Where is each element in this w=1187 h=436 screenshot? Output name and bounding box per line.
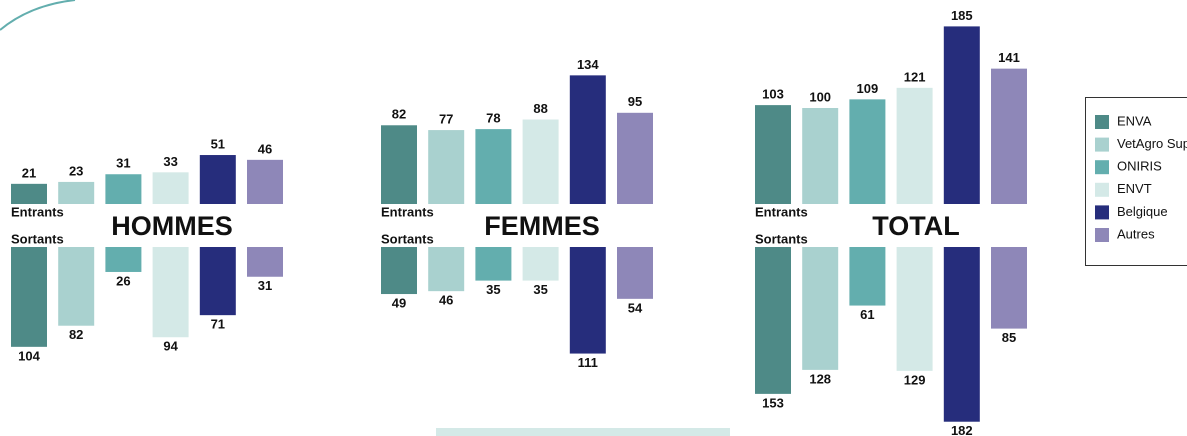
decor-bar <box>436 428 730 436</box>
value-label: 78 <box>486 111 500 126</box>
value-label: 54 <box>628 300 643 315</box>
legend-label: VetAgro Sup <box>1117 136 1187 151</box>
legend-label: Autres <box>1117 226 1155 241</box>
value-label: 129 <box>904 372 926 387</box>
bar <box>475 247 512 281</box>
legend-label: ENVA <box>1117 113 1152 128</box>
value-label: 61 <box>860 307 874 322</box>
bar <box>991 68 1027 204</box>
bar <box>849 247 886 306</box>
value-label: 121 <box>904 69 926 84</box>
bar <box>522 247 559 281</box>
bar <box>522 119 559 204</box>
category-label: Entrants <box>11 204 64 219</box>
category-label: Entrants <box>755 204 808 219</box>
bar <box>247 247 283 277</box>
bar <box>105 174 142 204</box>
bar <box>802 247 839 370</box>
value-label: 71 <box>211 317 225 332</box>
value-label: 103 <box>762 87 784 102</box>
value-label: 111 <box>578 355 598 370</box>
bar <box>152 247 189 338</box>
bar <box>475 129 512 204</box>
value-label: 94 <box>163 339 178 354</box>
bar <box>152 172 189 204</box>
value-label: 88 <box>533 101 547 116</box>
value-label: 109 <box>857 81 879 96</box>
legend-label: ONIRIS <box>1117 159 1162 174</box>
bar <box>617 112 653 204</box>
value-label: 141 <box>998 50 1020 65</box>
value-label: 182 <box>951 423 973 436</box>
panel-title: FEMMES <box>484 211 600 241</box>
bar <box>991 247 1027 329</box>
value-label: 77 <box>439 112 453 127</box>
value-label: 134 <box>577 57 599 72</box>
bar <box>199 247 236 316</box>
panel-title: TOTAL <box>872 211 960 241</box>
value-label: 31 <box>116 156 130 171</box>
panel-title: HOMMES <box>111 211 233 241</box>
value-label: 51 <box>211 136 225 151</box>
value-label: 35 <box>486 282 500 297</box>
value-label: 26 <box>116 273 130 288</box>
bar <box>105 247 142 272</box>
value-label: 49 <box>392 295 406 310</box>
bar <box>247 159 283 204</box>
value-label: 153 <box>762 395 784 410</box>
bar <box>381 125 417 204</box>
bar <box>755 247 791 394</box>
bar <box>428 247 465 292</box>
value-label: 23 <box>69 163 83 178</box>
legend-swatch <box>1095 137 1109 152</box>
legend-swatch <box>1095 115 1109 129</box>
value-label: 33 <box>163 154 177 169</box>
value-label: 185 <box>951 8 973 23</box>
value-label: 46 <box>258 141 272 156</box>
value-label: 100 <box>809 89 831 104</box>
bar <box>199 155 236 204</box>
bar <box>849 99 886 204</box>
value-label: 21 <box>22 165 36 180</box>
value-label: 82 <box>392 107 406 122</box>
legend-swatch <box>1095 182 1109 197</box>
value-label: 82 <box>69 327 83 342</box>
bar <box>58 181 95 204</box>
category-label: Sortants <box>11 231 64 246</box>
bar <box>802 108 839 204</box>
bar <box>428 130 465 204</box>
value-label: 85 <box>1002 330 1016 345</box>
value-label: 104 <box>18 348 40 363</box>
value-label: 35 <box>533 282 547 297</box>
legend-label: Belgique <box>1117 204 1168 219</box>
bar <box>896 87 933 204</box>
legend-swatch <box>1095 228 1109 242</box>
bar <box>11 183 47 204</box>
bar <box>617 247 653 299</box>
value-label: 46 <box>439 293 453 308</box>
category-label: Sortants <box>755 231 808 246</box>
bar <box>381 247 417 295</box>
bar <box>943 247 980 422</box>
value-label: 31 <box>258 278 272 293</box>
bar <box>569 75 606 204</box>
legend-label: ENVT <box>1117 181 1152 196</box>
bar <box>58 247 95 326</box>
decor-arc <box>0 0 76 31</box>
bar <box>755 105 791 204</box>
bar <box>11 247 47 347</box>
category-label: Entrants <box>381 204 434 219</box>
bar <box>896 247 933 371</box>
bar <box>943 26 980 205</box>
value-label: 128 <box>809 371 831 386</box>
value-label: 95 <box>628 94 642 109</box>
bar <box>569 247 606 354</box>
category-label: Sortants <box>381 231 434 246</box>
legend-swatch <box>1095 160 1109 175</box>
legend-swatch <box>1095 205 1109 220</box>
